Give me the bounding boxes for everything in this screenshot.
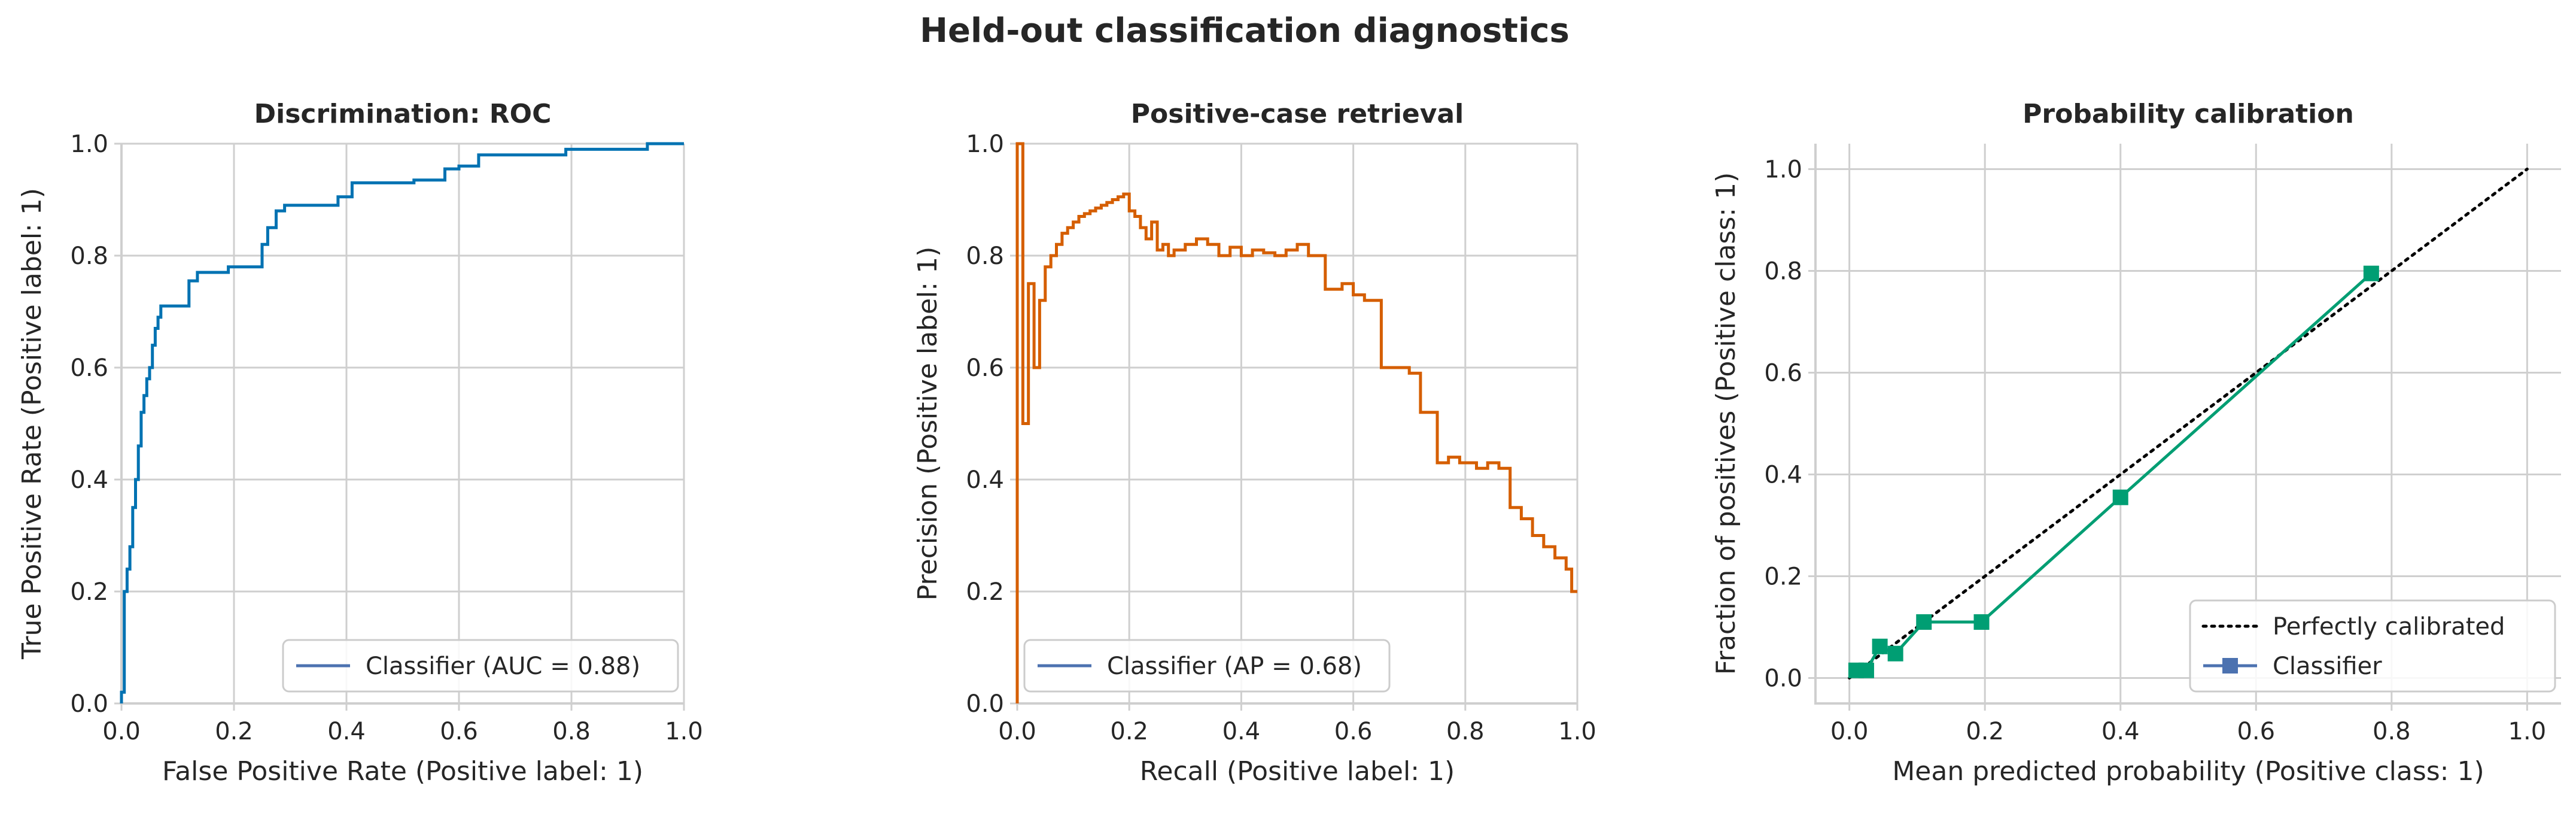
x-tick-label: 0.0 xyxy=(998,718,1036,745)
y-tick-label: 0.2 xyxy=(70,578,108,606)
legend-label: Classifier (AP = 0.68) xyxy=(1107,653,1362,680)
y-tick-label: 0.6 xyxy=(966,354,1004,382)
legend-label: Classifier (AUC = 0.88) xyxy=(366,653,640,680)
x-tick-label: 1.0 xyxy=(1558,718,1596,745)
x-tick-label: 0.6 xyxy=(2237,718,2275,745)
y-axis-label: Fraction of positives (Positive class: 1… xyxy=(1711,172,1741,675)
chart-panel-3: 0.0 0.2 0.4 0.6 0.8 1.0 0.0 0.2 0.4 0.6 0.8 1.0 Prob… xyxy=(1711,99,2561,787)
panels: 0.0 0.2 0.4 0.6 0.8 1.0 0.0 0.2 0.4 0.6 0.8 1.0 Disc… xyxy=(17,99,2561,787)
y-tick-label: 0.4 xyxy=(70,466,108,494)
data-point-marker xyxy=(1872,638,1888,654)
data-point-marker xyxy=(1973,614,1990,630)
y-axis-label: Precision (Positive label: 1) xyxy=(913,247,943,600)
x-tick-label: 0.2 xyxy=(215,718,253,745)
y-tick-label: 0.4 xyxy=(1764,462,1802,489)
x-tick-label: 0.8 xyxy=(552,718,591,745)
y-tick-label: 0.6 xyxy=(70,354,108,382)
x-tick-label: 0.8 xyxy=(2373,718,2411,745)
y-tick-label: 0.0 xyxy=(966,690,1004,718)
chart-panel-2: 0.0 0.2 0.4 0.6 0.8 1.0 0.0 0.2 0.4 0.6 0.8 1.0 Posi… xyxy=(913,99,1596,787)
perfect-calibration-line xyxy=(1848,168,2529,679)
x-tick-label: 0.4 xyxy=(1222,718,1261,745)
gridlines xyxy=(1016,142,1579,705)
data-point-marker xyxy=(2112,489,2128,505)
legend-box xyxy=(2189,599,2556,693)
legend-box xyxy=(282,639,679,693)
y-tick-label: 1.0 xyxy=(1764,156,1802,184)
y-tick-label: 1.0 xyxy=(966,131,1004,158)
legend: Classifier (AP = 0.68) xyxy=(1023,639,1391,693)
x-tick-label: 0.0 xyxy=(1830,718,1869,745)
chart-title: Positive-case retrieval xyxy=(1131,99,1464,129)
y-tick-label: 0.2 xyxy=(966,578,1004,606)
x-tick-label: 1.0 xyxy=(665,718,703,745)
y-tick-label: 1.0 xyxy=(70,131,108,158)
y-axis-label: True Positive Rate (Positive label: 1) xyxy=(17,188,47,660)
legend-label: Perfectly calibrated xyxy=(2273,613,2505,641)
x-tick-label: 0.2 xyxy=(1966,718,2004,745)
legend-box xyxy=(1023,639,1391,693)
chart-title: Probability calibration xyxy=(2023,99,2354,129)
x-tick-label: 1.0 xyxy=(2508,718,2547,745)
legend: Classifier (AUC = 0.88) xyxy=(282,639,679,693)
y-tick-label: 0.2 xyxy=(1764,563,1802,591)
x-axis-label: Mean predicted probability (Positive cla… xyxy=(1892,756,2484,787)
legend-swatch-marker xyxy=(2222,658,2238,674)
legend-label: Classifier xyxy=(2273,653,2382,680)
x-tick-label: 0.6 xyxy=(1334,718,1373,745)
y-tick-label: 0.0 xyxy=(1764,665,1802,693)
x-tick-label: 0.8 xyxy=(1446,718,1485,745)
x-tick-label: 0.2 xyxy=(1110,718,1148,745)
series-line-1 xyxy=(120,142,684,703)
x-tick-label: 0.0 xyxy=(102,718,141,745)
gridlines xyxy=(120,142,685,705)
y-tick-label: 0.4 xyxy=(966,466,1004,494)
x-axis-label: False Positive Rate (Positive label: 1) xyxy=(162,756,643,787)
y-tick-label: 0.8 xyxy=(70,242,108,270)
y-tick-label: 0.8 xyxy=(1764,258,1802,286)
chart-title: Discrimination: ROC xyxy=(254,99,552,129)
data-point-marker xyxy=(1887,645,1903,662)
data-point-marker xyxy=(2363,265,2379,281)
y-tick-label: 0.0 xyxy=(70,690,108,718)
data-point-marker xyxy=(1916,614,1932,630)
chart-panel-1: 0.0 0.2 0.4 0.6 0.8 1.0 0.0 0.2 0.4 0.6 0.8 1.0 Disc… xyxy=(17,99,703,787)
x-tick-label: 0.4 xyxy=(2101,718,2140,745)
x-axis-label: Recall (Positive label: 1) xyxy=(1140,756,1455,787)
y-tick-label: 0.6 xyxy=(1764,360,1802,387)
data-point-marker xyxy=(1858,662,1874,678)
figure-title: Held-out classification diagnostics xyxy=(920,11,1570,50)
legend: Perfectly calibrated Classifier xyxy=(2189,599,2556,693)
x-tick-label: 0.6 xyxy=(440,718,478,745)
y-tick-label: 0.8 xyxy=(966,242,1004,270)
series-line-1 xyxy=(1015,142,1577,703)
x-tick-label: 0.4 xyxy=(327,718,366,745)
